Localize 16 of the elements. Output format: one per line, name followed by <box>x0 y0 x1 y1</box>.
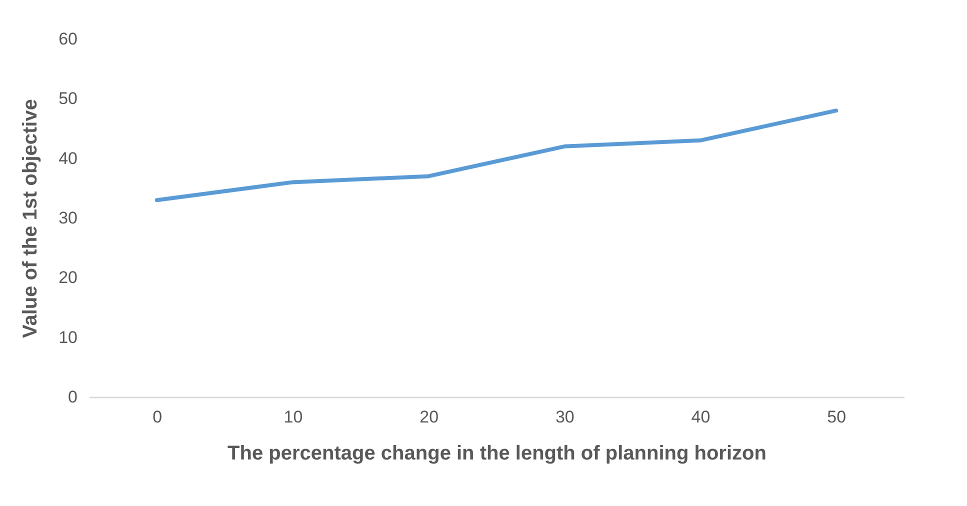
y-tick-label: 30 <box>58 208 78 228</box>
line-series <box>154 108 838 202</box>
y-tick-label: 10 <box>58 328 78 347</box>
y-axis-title: Value of the 1st objective <box>20 99 42 338</box>
y-tick-label: 0 <box>68 388 78 406</box>
x-tick-label: 10 <box>284 408 303 426</box>
x-tick-label: 30 <box>555 408 574 426</box>
y-tick-label: 40 <box>58 148 78 168</box>
x-axis-title: The percentage change in the length of planning horizon <box>228 442 766 464</box>
y-tick-label: 50 <box>58 89 78 108</box>
x-tick-label: 40 <box>691 408 710 426</box>
x-tick-label: 0 <box>152 408 162 426</box>
x-tick-label: 20 <box>420 408 439 426</box>
x-tick-label: 50 <box>827 408 846 426</box>
y-tick-label: 60 <box>58 30 78 48</box>
y-tick-label: 20 <box>58 268 78 288</box>
